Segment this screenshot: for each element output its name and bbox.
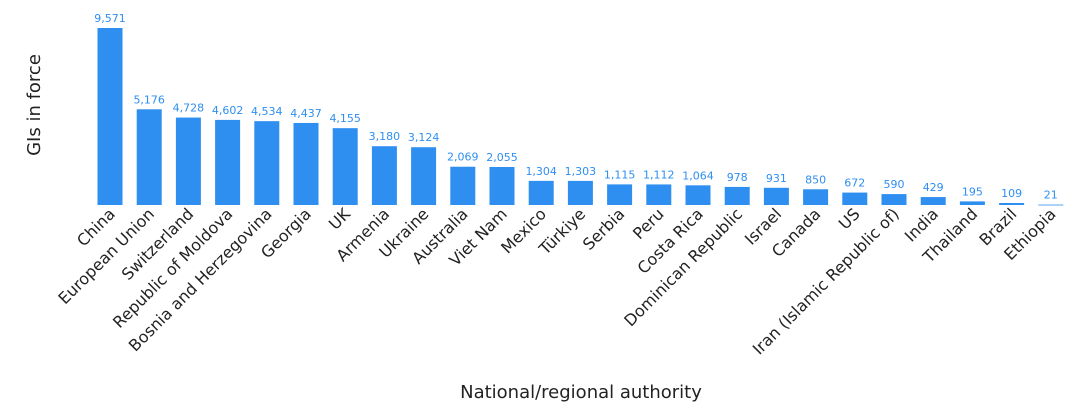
bar-brazil <box>999 202 1025 205</box>
value-label-china: 9,571 <box>94 12 126 25</box>
value-label-thailand: 195 <box>962 185 983 198</box>
bar-dominican-republic <box>724 186 750 205</box>
value-label-uk: 4,155 <box>329 112 361 125</box>
value-label-mexico: 1,304 <box>525 165 557 178</box>
x-tick-label-uk: UK <box>325 204 354 233</box>
bar-australia <box>450 166 476 205</box>
value-label-india: 429 <box>923 181 944 194</box>
value-label-australia: 2,069 <box>447 151 479 164</box>
bar-costa-rica <box>685 185 711 205</box>
value-label-group: 9,571 5,176 4,728 4,602 4,534 4,437 4,155 3,180… <box>94 12 1058 202</box>
bar-us <box>842 192 868 205</box>
value-label-dominican-republic: 978 <box>727 171 748 184</box>
bar-serbia <box>607 184 633 205</box>
value-label-european-union: 5,176 <box>133 93 165 106</box>
value-label-ukraine: 3,124 <box>408 131 440 144</box>
bar-bosnia-and-herzegovina <box>254 121 280 205</box>
bar-uk <box>332 128 358 205</box>
bar-mexico <box>528 180 554 205</box>
y-axis-title: GIs in force <box>24 54 45 156</box>
x-axis-title: National/regional authority <box>460 382 702 403</box>
bar-t-rkiye <box>567 180 593 205</box>
value-label-viet-nam: 2,055 <box>486 151 518 164</box>
bar-switzerland <box>175 117 201 205</box>
bar-armenia <box>371 146 397 205</box>
value-label-peru: 1,112 <box>643 168 675 181</box>
bar-india <box>920 197 946 205</box>
bar-iran-islamic-republic-of <box>881 194 907 205</box>
bar-group <box>97 28 1064 206</box>
bar-viet-nam <box>489 166 515 205</box>
value-label-ethiopia: 21 <box>1044 189 1058 202</box>
value-label-armenia: 3,180 <box>369 130 401 143</box>
value-label-us: 672 <box>844 177 865 190</box>
bar-georgia <box>293 122 319 205</box>
x-tick-label-us: US <box>835 204 864 233</box>
value-label-iran-islamic-republic-of: 590 <box>884 178 905 191</box>
value-label-georgia: 4,437 <box>290 107 322 120</box>
bar-china <box>97 28 123 205</box>
value-label-republic-of-moldova: 4,602 <box>212 104 244 117</box>
bar-european-union <box>136 109 162 205</box>
value-label-brazil: 109 <box>1001 187 1022 200</box>
value-label-switzerland: 4,728 <box>173 102 205 115</box>
bar-canada <box>803 189 829 205</box>
value-label-canada: 850 <box>805 173 826 186</box>
bar-israel <box>763 187 789 205</box>
bar-ethiopia <box>1038 204 1064 206</box>
x-tick-label-serbia: Serbia <box>579 204 628 253</box>
bar-peru <box>646 184 672 205</box>
bar-thailand <box>959 201 985 205</box>
value-label-bosnia-and-herzegovina: 4,534 <box>251 105 283 118</box>
value-label-israel: 931 <box>766 172 787 185</box>
bar-ukraine <box>411 147 437 205</box>
value-label-t-rkiye: 1,303 <box>565 165 597 178</box>
value-label-costa-rica: 1,064 <box>682 169 714 182</box>
bar-republic-of-moldova <box>215 119 241 205</box>
value-label-serbia: 1,115 <box>604 168 636 181</box>
